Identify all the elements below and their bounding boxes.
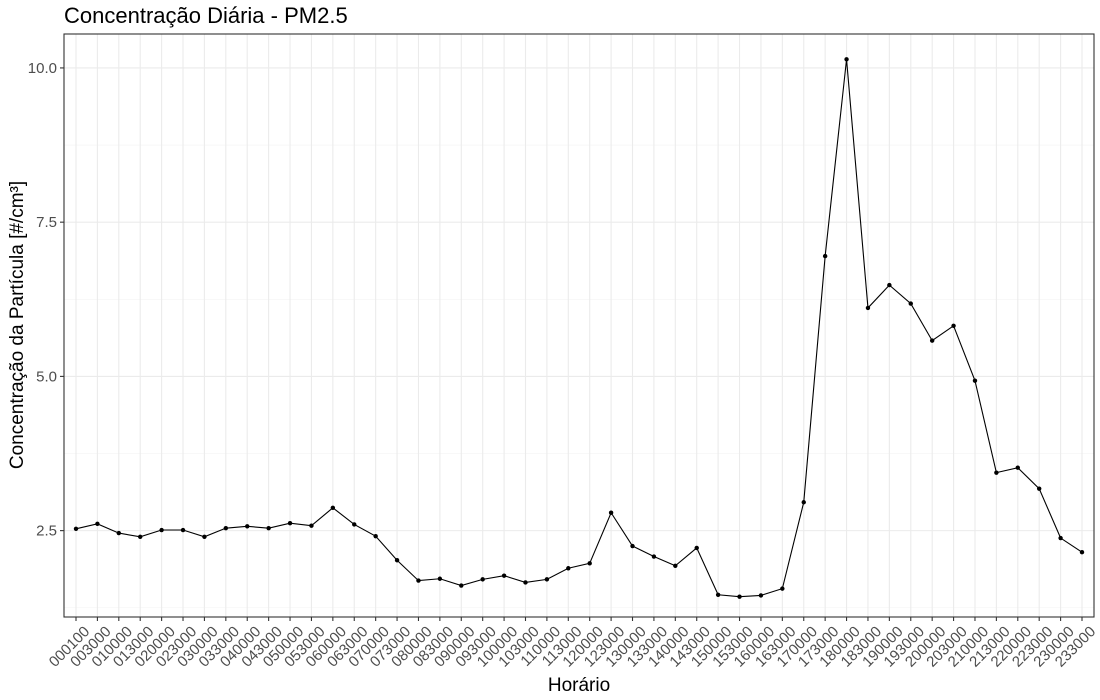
- data-point: [715, 592, 721, 597]
- data-point: [459, 583, 464, 588]
- data-point: [587, 561, 592, 566]
- y-tick-label: 7.5: [36, 214, 57, 231]
- data-point: [951, 323, 956, 329]
- data-point: [758, 593, 764, 598]
- data-point: [73, 526, 79, 531]
- data-point: [245, 524, 250, 529]
- data-point: [1015, 465, 1020, 470]
- data-point: [544, 577, 550, 582]
- data-point: [1058, 535, 1063, 541]
- data-point: [801, 500, 806, 505]
- y-tick-label: 2.5: [36, 523, 57, 540]
- y-tick-label: 5.0: [36, 368, 57, 385]
- grid-lines: [64, 34, 1094, 617]
- data-point: [180, 527, 186, 533]
- data-point: [908, 301, 913, 306]
- y-tick-label: 10.0: [28, 60, 57, 77]
- plot-panel-border: [63, 33, 1095, 618]
- data-point: [480, 577, 485, 582]
- y-axis-title: Concentração da Partícula [#/cm³]: [7, 181, 28, 469]
- data-point: [116, 530, 122, 536]
- data-point: [972, 378, 978, 383]
- data-point: [159, 527, 164, 533]
- y-axis: 2.5 5.0 7.5 10.0: [28, 60, 64, 540]
- data-point: [352, 522, 357, 527]
- data-point: [437, 576, 443, 581]
- x-axis: 0001000030000100000130000200000230000300…: [46, 617, 1099, 671]
- data-point: [138, 534, 143, 539]
- data-point: [887, 282, 892, 288]
- data-point: [994, 470, 999, 475]
- data-point: [822, 253, 828, 259]
- data-point: [566, 566, 571, 571]
- chart-title: Concentração Diária - PM2.5: [64, 3, 348, 28]
- x-axis-title: Horário: [548, 675, 610, 696]
- data-point: [1079, 550, 1085, 555]
- data-point: [630, 543, 635, 549]
- data-point: [651, 554, 657, 559]
- data-point: [673, 563, 678, 568]
- data-point: [929, 338, 935, 343]
- data-point: [373, 533, 378, 539]
- data-point: [330, 505, 336, 511]
- data-point: [202, 534, 207, 539]
- data-point: [501, 573, 507, 578]
- data-point: [608, 510, 614, 515]
- data-point: [780, 586, 785, 591]
- data-series: [73, 57, 1085, 599]
- data-point: [416, 578, 421, 583]
- data-point: [844, 57, 849, 62]
- data-point: [223, 525, 229, 531]
- data-point: [287, 521, 293, 526]
- data-point: [309, 523, 314, 528]
- data-point: [865, 305, 871, 311]
- data-point: [694, 545, 699, 551]
- data-point: [523, 580, 528, 585]
- data-point: [394, 558, 400, 563]
- data-point: [95, 521, 100, 527]
- series-line: [75, 59, 1083, 598]
- data-point: [266, 525, 271, 531]
- data-point: [737, 594, 742, 599]
- data-point: [1036, 486, 1042, 491]
